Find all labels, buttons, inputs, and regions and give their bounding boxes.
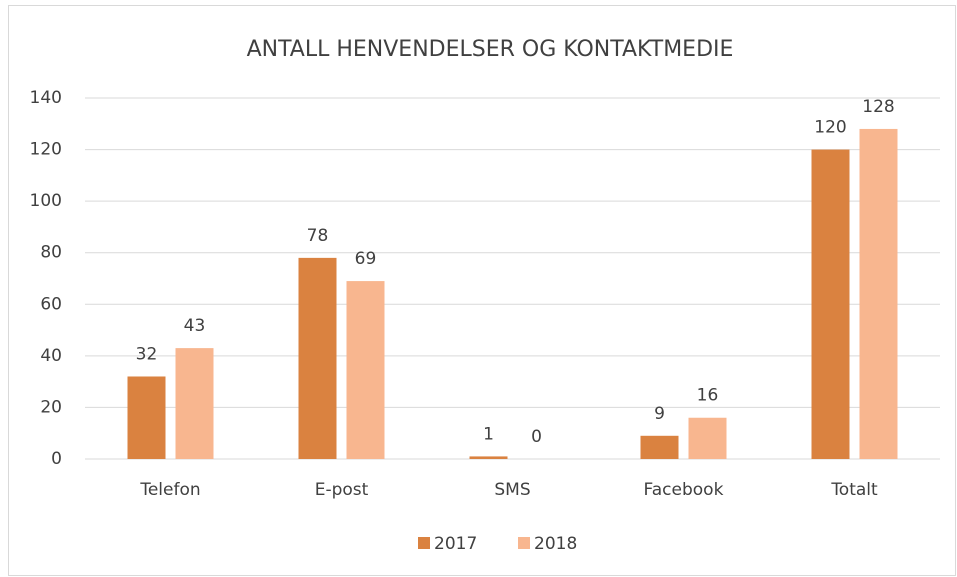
x-tick-label: Totalt [830, 480, 878, 500]
bar [811, 149, 850, 460]
legend-swatch [518, 537, 530, 549]
chart-border [8, 5, 956, 576]
y-tick-label: 120 [30, 140, 62, 160]
bar [859, 128, 898, 459]
bar [298, 257, 337, 459]
data-label: 43 [184, 316, 206, 336]
data-label: 69 [355, 249, 377, 269]
y-tick-label: 40 [40, 346, 62, 366]
x-tick-label: Facebook [644, 480, 724, 500]
y-tick-label: 60 [40, 294, 62, 314]
data-label: 78 [307, 226, 329, 246]
data-label: 128 [862, 97, 894, 117]
data-label: 120 [814, 118, 846, 138]
y-tick-label: 20 [40, 397, 62, 417]
x-tick-label: SMS [494, 480, 530, 500]
y-tick-label: 80 [40, 243, 62, 263]
data-label: 16 [697, 386, 719, 406]
bar [127, 376, 166, 459]
bar [688, 417, 727, 459]
y-tick-label: 140 [30, 88, 62, 108]
x-tick-label: E-post [315, 480, 369, 500]
chart-title: ANTALL HENVENDELSER OG KONTAKTMEDIE [247, 37, 734, 62]
x-tick-label: Telefon [139, 480, 200, 500]
bar [175, 348, 214, 459]
legend-swatch [418, 537, 430, 549]
y-tick-label: 0 [51, 449, 62, 469]
bar [640, 435, 679, 459]
data-label: 9 [654, 404, 665, 424]
bar [469, 456, 508, 459]
legend-label: 2018 [534, 534, 577, 554]
y-tick-label: 100 [30, 191, 62, 211]
data-label: 32 [136, 344, 158, 364]
data-label: 1 [483, 424, 494, 444]
legend-label: 2017 [434, 534, 477, 554]
bar [346, 281, 385, 459]
data-label: 0 [531, 427, 542, 447]
